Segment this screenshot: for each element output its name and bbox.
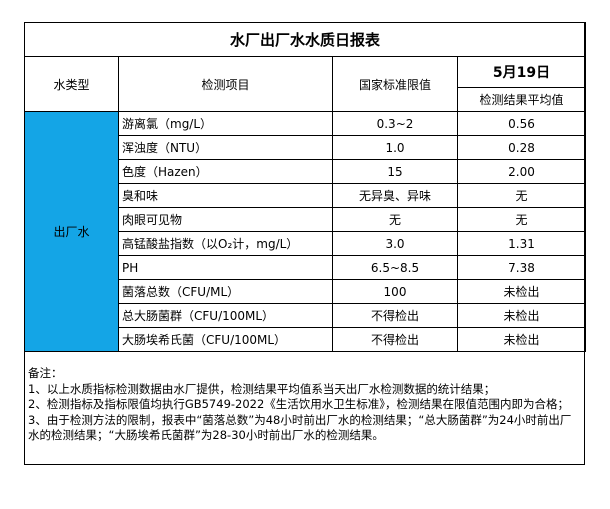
header-item: 检测项目	[118, 56, 333, 112]
report-sheet: 水厂出厂水水质日报表 水类型 检测项目 国家标准限值 5月19日 检测结果平均值…	[23, 22, 587, 465]
item-cell: 浑浊度（NTU）	[118, 135, 333, 160]
limit-cell: 不得检出	[332, 303, 458, 328]
table-row: 肉眼可见物无无	[25, 207, 587, 232]
limit-cell: 1.0	[332, 135, 458, 160]
limit-cell: 无	[332, 207, 458, 232]
limit-cell: 不得检出	[332, 327, 458, 352]
result-cell: 1.31	[456, 231, 587, 256]
limit-cell: 6.5~8.5	[332, 255, 458, 280]
item-cell: 肉眼可见物	[118, 207, 333, 232]
table-row: 浑浊度（NTU） 1.0 0.28	[25, 135, 587, 160]
result-cell: 0.28	[456, 135, 587, 160]
table-row: 总大肠菌群（CFU/100ML） 不得检出 未检出	[25, 303, 587, 328]
water-quality-table: 水厂出厂水水质日报表 水类型 检测项目 国家标准限值 5月19日 检测结果平均值…	[23, 22, 587, 352]
result-cell: 未检出	[456, 327, 587, 352]
limit-cell: 100	[332, 279, 458, 304]
item-cell: 高锰酸盐指数（以O₂计，mg/L）	[118, 231, 333, 256]
table-row: 臭和味 无异臭、异味无	[25, 183, 587, 208]
limit-cell: 无异臭、异味	[332, 183, 458, 208]
result-cell: 7.38	[456, 255, 587, 280]
notes-heading: 备注：	[28, 366, 63, 380]
result-cell: 未检出	[456, 303, 587, 328]
result-cell: 无	[456, 207, 587, 232]
item-cell: 总大肠菌群（CFU/100ML）	[118, 303, 333, 328]
water-type-cell: 出厂水	[24, 111, 119, 352]
result-cell: 无	[456, 183, 587, 208]
result-cell: 2.00	[456, 159, 587, 184]
item-cell: 菌落总数（CFU/ML）	[118, 279, 333, 304]
result-cell: 0.56	[456, 111, 587, 136]
note-line: 1、以上水质指标检测数据由水厂提供，检测结果平均值系当天出厂水检测数据的统计结果…	[28, 381, 496, 396]
note-line: 2、检测指标及指标限值均执行GB5749-2022《生活饮用水卫生标准》，检测结…	[28, 397, 570, 411]
header-limit: 国家标准限值	[332, 56, 458, 112]
item-cell: 大肠埃希氏菌（CFU/100ML）	[118, 327, 333, 352]
result-cell: 未检出	[456, 279, 587, 304]
limit-cell: 15	[332, 159, 458, 184]
item-cell: 色度（Hazen）	[118, 159, 333, 184]
header-result: 检测结果平均值	[456, 87, 587, 112]
report-title: 水厂出厂水水质日报表	[23, 22, 587, 57]
item-cell: 游离氯（mg/L）	[118, 111, 333, 136]
table-row: PH 6.5~8.5 7.38	[25, 255, 587, 280]
header-date: 5月19日	[456, 56, 587, 88]
note-line: 3、由于检测方法的限制，报表中“菌落总数”为48小时前出厂水的检测结果；“总大肠…	[28, 412, 572, 443]
item-cell: PH	[118, 255, 333, 280]
table-row: 色度（Hazen） 15 2.00	[25, 159, 587, 184]
limit-cell: 3.0	[332, 231, 458, 256]
table-row: 菌落总数（CFU/ML） 100 未检出	[25, 279, 587, 304]
limit-cell: 0.3~2	[332, 111, 458, 136]
table-row: 出厂水 游离氯（mg/L） 0.3~2 0.56	[24, 111, 587, 352]
table-row: 高锰酸盐指数（以O₂计，mg/L） 3.0 1.31	[25, 231, 587, 256]
header-water-type: 水类型	[24, 56, 119, 112]
table-row: 大肠埃希氏菌（CFU/100ML） 不得检出 未检出	[25, 327, 587, 352]
notes: 备注： 1、以上水质指标检测数据由水厂提供，检测结果平均值系当天出厂水检测数据的…	[25, 352, 584, 464]
item-cell: 臭和味	[118, 183, 333, 208]
